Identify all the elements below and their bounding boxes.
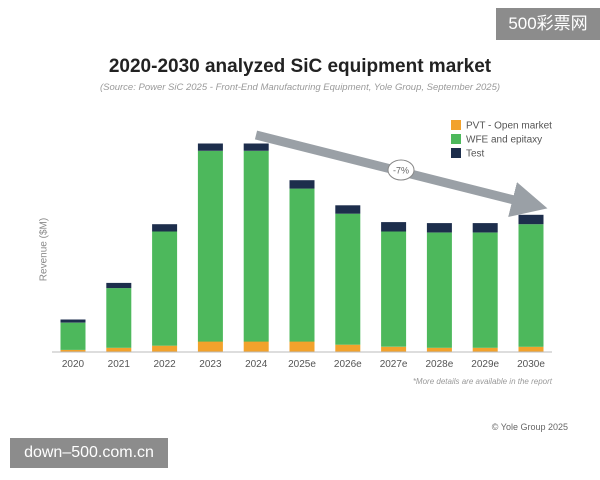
- bar-segment-2028e-1: [426, 232, 452, 348]
- bar-segment-2021-1: [106, 288, 132, 348]
- bar-segment-2026e-1: [335, 213, 361, 345]
- x-tick-2028e: 2028e: [425, 359, 453, 370]
- x-tick-2021: 2021: [108, 359, 131, 370]
- chart-subtitle: (Source: Power SiC 2025 - Front-End Manu…: [99, 82, 501, 93]
- legend-swatch-0: [451, 120, 461, 130]
- legend-label-1: WFE and epitaxy: [466, 135, 542, 146]
- watermark-bottom-left: down–500.com.cn: [10, 438, 168, 468]
- x-tick-2026e: 2026e: [334, 359, 362, 370]
- bar-segment-2022-0: [152, 345, 178, 352]
- bar-segment-2027e-0: [381, 346, 407, 352]
- bar-segment-2023-1: [197, 150, 223, 342]
- watermark-top-right: 500彩票网: [496, 8, 600, 40]
- bars-group: [60, 143, 544, 352]
- bar-segment-2029e-2: [472, 223, 498, 233]
- bar-segment-2023-2: [197, 143, 223, 151]
- bar-segment-2022-2: [152, 224, 178, 232]
- bar-segment-2024-2: [243, 143, 269, 151]
- legend: PVT - Open market WFE and epitaxy Test: [451, 120, 552, 160]
- bar-segment-2025e-1: [289, 188, 315, 342]
- bar-segment-2020-2: [60, 319, 86, 323]
- legend-label-0: PVT - Open market: [466, 121, 552, 132]
- bar-segment-2027e-2: [381, 222, 407, 232]
- bar-segment-2025e-0: [289, 341, 315, 352]
- bar-segment-2030e-1: [518, 224, 544, 347]
- bar-segment-2023-0: [197, 341, 223, 352]
- trend-arrow: -7%: [254, 130, 548, 218]
- bar-segment-2022-1: [152, 231, 178, 346]
- chart-title: 2020-2030 analyzed SiC equipment market: [108, 56, 492, 77]
- bar-segment-2029e-1: [472, 232, 498, 348]
- x-tick-labels: 2020 2021 2022 2023 2024 2025e 2026e 2027e 2028e…: [62, 359, 545, 370]
- footnote: *More details are available in the repor…: [412, 377, 552, 386]
- legend-swatch-2: [451, 148, 461, 158]
- legend-swatch-1: [451, 134, 461, 144]
- bar-segment-2028e-2: [426, 223, 452, 233]
- x-tick-2029e: 2029e: [471, 359, 499, 370]
- bar-segment-2025e-2: [289, 180, 315, 189]
- bar-segment-2030e-0: [518, 346, 544, 352]
- x-tick-2022: 2022: [153, 359, 176, 370]
- trend-annotation-badge: [387, 159, 415, 181]
- x-tick-2025e: 2025e: [288, 359, 316, 370]
- legend-label-2: Test: [466, 149, 485, 160]
- x-tick-2027e: 2027e: [380, 359, 408, 370]
- bar-segment-2028e-0: [426, 347, 452, 352]
- bar-segment-2024-0: [243, 341, 269, 352]
- trend-annotation-text: -7%: [393, 166, 409, 176]
- x-tick-2030e: 2030e: [517, 359, 545, 370]
- bar-segment-2027e-1: [381, 231, 407, 347]
- bar-segment-2029e-0: [472, 347, 498, 352]
- bar-segment-2021-2: [106, 282, 132, 289]
- bar-segment-2026e-0: [335, 344, 361, 352]
- bar-segment-2024-1: [243, 150, 269, 342]
- bar-segment-2021-0: [106, 347, 132, 352]
- x-tick-2023: 2023: [199, 359, 222, 370]
- bar-segment-2026e-2: [335, 205, 361, 214]
- bar-segment-2020-0: [60, 349, 86, 352]
- bar-segment-2020-1: [60, 322, 86, 350]
- bar-segment-2030e-2: [518, 214, 544, 225]
- x-tick-2020: 2020: [62, 359, 85, 370]
- x-tick-2024: 2024: [245, 359, 268, 370]
- copyright: © Yole Group 2025: [491, 422, 568, 432]
